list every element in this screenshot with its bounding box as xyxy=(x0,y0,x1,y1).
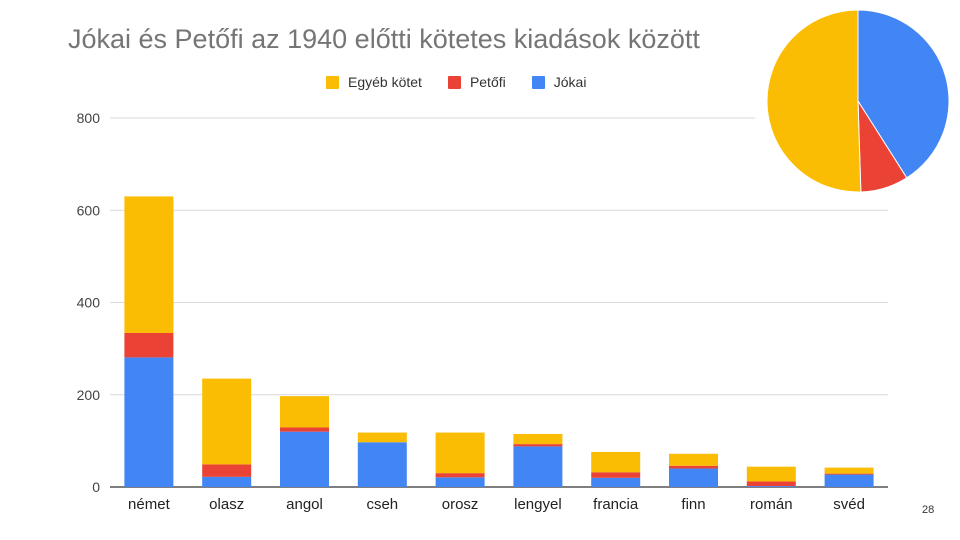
bar-segment-német-Petőfi xyxy=(124,332,174,358)
pie-chart xyxy=(766,9,950,193)
bar-segment-román-Egyéb kötet xyxy=(746,466,796,482)
y-tick-label: 600 xyxy=(77,202,101,218)
legend-label-jokai: Jókai xyxy=(553,74,587,90)
bar-segment-finn-Egyéb kötet xyxy=(669,453,718,466)
x-tick-label: svéd xyxy=(833,496,865,513)
bar-segment-cseh-Jókai xyxy=(357,442,407,487)
bar-segment-olasz-Egyéb kötet xyxy=(202,378,252,465)
bar-segment-francia-Egyéb kötet xyxy=(591,451,641,473)
bar-segment-cseh-Egyéb kötet xyxy=(357,432,407,443)
legend-item-egyeb: Egyéb kötet xyxy=(326,74,422,90)
x-tick-label: cseh xyxy=(366,496,398,513)
bar-segment-lengyel-Egyéb kötet xyxy=(513,433,563,445)
bar-segment-orosz-Jókai xyxy=(435,477,485,487)
bar-segment-román-Petőfi xyxy=(746,481,796,487)
y-tick-label: 800 xyxy=(77,110,101,126)
bar-segment-svéd-Jókai xyxy=(824,474,874,487)
bar-segment-olasz-Petőfi xyxy=(202,464,252,477)
bar-segment-francia-Jókai xyxy=(591,477,641,487)
bar-segment-olasz-Jókai xyxy=(202,476,252,487)
y-tick-label: 200 xyxy=(77,387,101,403)
legend-label-egyeb: Egyéb kötet xyxy=(348,74,422,90)
bar-segment-svéd-Petőfi xyxy=(824,473,874,475)
x-tick-label: finn xyxy=(681,496,705,513)
x-tick-label: orosz xyxy=(442,496,479,513)
pie-slice-3 xyxy=(766,9,862,193)
legend-item-jokai: Jókai xyxy=(531,74,587,90)
x-tick-label: francia xyxy=(593,496,639,513)
bar-segment-svéd-Egyéb kötet xyxy=(824,467,874,474)
bar-segment-lengyel-Jókai xyxy=(513,446,563,487)
legend-swatch-jokai xyxy=(531,75,545,89)
x-tick-label: olasz xyxy=(209,496,244,513)
x-tick-label: angol xyxy=(286,496,323,513)
legend-swatch-petofi xyxy=(447,75,461,89)
pie-slice-1 xyxy=(857,9,950,179)
bar-segment-finn-Petőfi xyxy=(669,465,718,469)
bar-segment-francia-Petőfi xyxy=(591,472,641,478)
bar-segment-német-Jókai xyxy=(124,357,174,487)
chart-title: Jókai és Petőfi az 1940 előtti kötetes k… xyxy=(68,24,700,54)
bar-segment-finn-Jókai xyxy=(669,468,718,487)
bar-segment-orosz-Egyéb kötet xyxy=(435,432,485,474)
bar-segment-angol-Jókai xyxy=(280,431,329,487)
x-tick-label: lengyel xyxy=(514,496,562,513)
chart-legend: Egyéb kötet Petőfi Jókai xyxy=(326,72,586,92)
page-number: 28 xyxy=(922,504,935,516)
legend-swatch-egyeb xyxy=(326,75,339,89)
bar-segment-román-Jókai xyxy=(746,486,796,487)
x-tick-label: német xyxy=(128,496,171,513)
bar-segment-angol-Petőfi xyxy=(280,427,329,432)
bar-segment-német-Egyéb kötet xyxy=(124,196,174,333)
legend-label-petofi: Petőfi xyxy=(469,74,506,90)
bar-segment-orosz-Petőfi xyxy=(435,473,485,478)
bar-segment-lengyel-Petőfi xyxy=(513,444,563,447)
bar-segment-angol-Egyéb kötet xyxy=(280,396,329,428)
legend-item-petofi: Petőfi xyxy=(447,74,506,90)
y-tick-label: 400 xyxy=(77,295,101,311)
y-tick-label: 0 xyxy=(92,479,100,495)
x-tick-label: román xyxy=(750,496,793,513)
